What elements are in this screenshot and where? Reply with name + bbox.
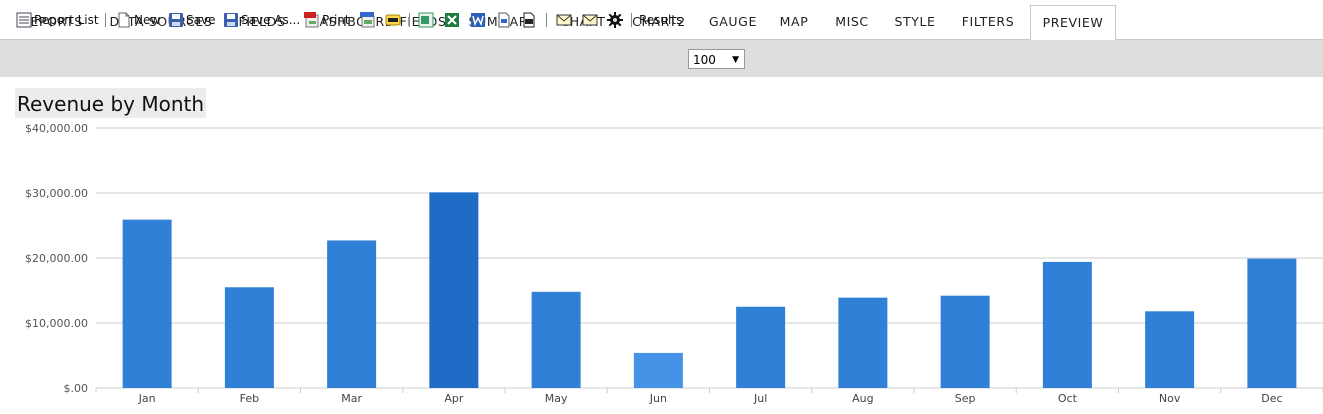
tab-reports[interactable]: REPORTS [21, 14, 83, 29]
toolbar-divider [409, 13, 410, 27]
bar-oct[interactable] [1042, 261, 1092, 388]
report-list-button[interactable]: Report List [16, 11, 99, 29]
tab-fields[interactable]: FIELDS [238, 14, 286, 29]
bar-jul[interactable] [736, 306, 786, 388]
tab-data-sources[interactable]: DATA SOURCES [109, 14, 213, 29]
bar-jun[interactable] [633, 352, 683, 388]
export-csv-button[interactable] [521, 11, 539, 29]
save-label: Save [186, 13, 216, 27]
tab-map[interactable]: MAP [779, 14, 809, 29]
x-tick-label: Apr [444, 392, 464, 405]
tab-style[interactable]: STYLE [894, 14, 936, 29]
y-tick-label: $10,000.00 [25, 317, 88, 330]
pdf-icon [304, 12, 320, 28]
y-tick-label: $20,000.00 [25, 252, 88, 265]
y-tick-label: $.00 [64, 382, 89, 395]
x-tick-label: Oct [1058, 392, 1078, 405]
tab-misc[interactable]: MISC [835, 14, 869, 29]
export-sql-button[interactable] [385, 11, 403, 29]
x-tick-label: Jun [649, 392, 667, 405]
results-select-value: 100 [693, 53, 716, 67]
toolbar [0, 40, 1323, 77]
x-tick-label: Nov [1159, 392, 1181, 405]
floppy-disk-icon [223, 12, 239, 28]
save-button[interactable]: Save [168, 11, 215, 29]
tab-gauge[interactable]: GAUGE [709, 14, 757, 29]
print-label: Print [322, 13, 350, 27]
report-list-label: Report List [34, 13, 99, 27]
x-tick-label: Jul [753, 392, 767, 405]
x-tick-label: Sep [955, 392, 976, 405]
results-select[interactable]: 100 ▼ [688, 49, 745, 69]
print-pdf-button[interactable]: Print [304, 11, 350, 29]
text-document-icon [496, 12, 512, 28]
word-icon [470, 12, 486, 28]
save-as-button[interactable]: Save As... [223, 11, 300, 29]
bar-sep[interactable] [940, 295, 990, 388]
csv-document-icon [521, 12, 537, 28]
export-excel-button[interactable] [418, 11, 436, 29]
report-title: Revenue by Month [15, 88, 207, 118]
toolbar-divider [631, 13, 632, 27]
sql-icon [385, 12, 401, 28]
envelope-icon [582, 12, 598, 28]
toolbar-divider [546, 13, 547, 27]
excel-icon [444, 12, 460, 28]
floppy-disk-icon [168, 12, 184, 28]
toolbar-divider [105, 13, 106, 27]
x-tick-label: Dec [1261, 392, 1282, 405]
bar-aug[interactable] [838, 297, 888, 388]
new-label: New [134, 13, 161, 27]
tab-dashboard-fields[interactable]: DASHBOARD FIELDS [309, 14, 447, 29]
tab-filters[interactable]: FILTERS [961, 14, 1015, 29]
list-icon [16, 12, 32, 28]
tab-chart2[interactable]: CHART2 [632, 14, 686, 29]
chevron-down-icon: ▼ [732, 55, 739, 65]
email-button[interactable] [556, 11, 574, 29]
bar-jan[interactable] [122, 219, 172, 388]
tab-bar: REPORTS DATA SOURCES FIELDS DASHBOARD FI… [0, 0, 1323, 41]
x-tick-label: Mar [341, 392, 362, 405]
x-tick-label: Jan [138, 392, 156, 405]
x-tick-label: Feb [240, 392, 259, 405]
settings-button[interactable] [607, 11, 625, 29]
export-html-button[interactable] [360, 11, 378, 29]
new-button[interactable]: New [116, 11, 160, 29]
html-icon [360, 12, 376, 28]
export-word-button[interactable] [470, 11, 488, 29]
export-excel-xlsx-button[interactable] [444, 11, 462, 29]
y-tick-label: $30,000.00 [25, 187, 88, 200]
export-text-button[interactable] [496, 11, 514, 29]
results-label: Results [639, 11, 682, 29]
new-document-icon [116, 12, 132, 28]
results-label-text: Results [639, 13, 683, 27]
revenue-bar-chart: $.00 $10,000.00 $20,000.00 $30,000.00 $40,00… [25, 122, 1323, 405]
gear-icon [607, 12, 623, 28]
tab-preview[interactable]: PREVIEW [1030, 5, 1116, 41]
envelope-icon [556, 12, 572, 28]
x-tick-label: May [545, 392, 568, 405]
bar-nov[interactable] [1145, 311, 1195, 388]
bar-feb[interactable] [224, 287, 274, 388]
bar-may[interactable] [531, 291, 581, 388]
bar-apr[interactable] [429, 192, 479, 388]
save-as-label: Save As... [241, 13, 301, 27]
schedule-email-button[interactable] [582, 11, 600, 29]
bar-dec[interactable] [1247, 258, 1297, 388]
bar-mar[interactable] [327, 240, 377, 388]
y-tick-label: $40,000.00 [25, 122, 88, 135]
excel-icon [418, 12, 434, 28]
x-tick-label: Aug [852, 392, 873, 405]
